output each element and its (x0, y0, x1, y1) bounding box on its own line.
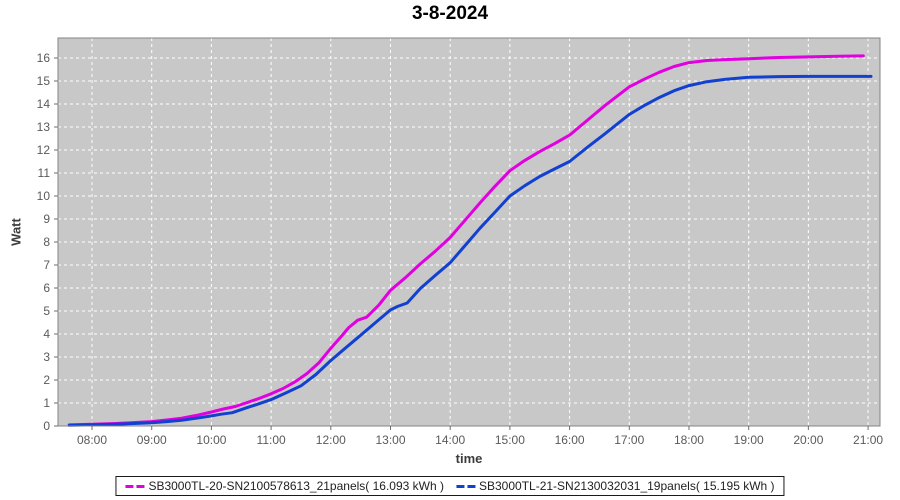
y-tick-label: 12 (36, 143, 50, 157)
y-tick-label: 16 (36, 51, 50, 65)
x-tick-label: 12:00 (315, 433, 346, 447)
y-tick-label: 3 (43, 350, 50, 364)
y-tick-label: 0 (43, 419, 50, 433)
x-tick-label: 09:00 (136, 433, 167, 447)
x-tick-label: 08:00 (77, 433, 108, 447)
x-tick-label: 19:00 (733, 433, 764, 447)
legend-line-swatch (125, 484, 145, 488)
x-tick-label: 11:00 (256, 433, 286, 447)
plot-background (58, 38, 880, 426)
x-tick-label: 20:00 (793, 433, 824, 447)
legend-line-swatch (456, 484, 475, 488)
y-tick-label: 10 (36, 189, 50, 203)
y-tick-label: 1 (43, 396, 50, 410)
x-tick-label: 10:00 (196, 433, 227, 447)
series-line-0 (67, 54, 865, 427)
y-tick-label: 6 (43, 281, 50, 295)
series-line-1 (67, 74, 873, 427)
y-tick-label: 11 (37, 166, 50, 180)
x-tick-label: 14:00 (435, 433, 466, 447)
x-axis-title: time (455, 451, 483, 466)
legend-label: SB3000TL-20-SN2100578613_21panels( 16.09… (148, 479, 444, 493)
x-tick-label: 21:00 (853, 433, 884, 447)
x-tick-label: 17:00 (614, 433, 645, 447)
legend-item-0: SB3000TL-20-SN2100578613_21panels( 16.09… (125, 479, 444, 493)
y-tick-label: 8 (43, 235, 50, 249)
plot-border (57, 37, 881, 427)
y-tick-label: 9 (43, 212, 50, 226)
legend: SB3000TL-20-SN2100578613_21panels( 16.09… (115, 476, 785, 496)
x-tick-label: 13:00 (375, 433, 406, 447)
x-tick-label: 15:00 (494, 433, 525, 447)
y-tick-label: 15 (36, 74, 50, 88)
x-tick-label: 18:00 (673, 433, 704, 447)
legend-item-1: SB3000TL-21-SN2130032031_19panels( 15.19… (456, 479, 775, 493)
x-tick-label: 16:00 (554, 433, 585, 447)
legend-label: SB3000TL-21-SN2130032031_19panels( 15.19… (479, 479, 775, 493)
y-tick-label: 14 (36, 97, 50, 111)
y-tick-label: 2 (43, 373, 50, 387)
y-tick-label: 7 (43, 258, 50, 272)
y-tick-label: 13 (36, 120, 50, 134)
chart-title: 3-8-2024 (411, 3, 489, 24)
y-tick-label: 4 (43, 327, 50, 341)
y-tick-label: 5 (43, 304, 50, 318)
